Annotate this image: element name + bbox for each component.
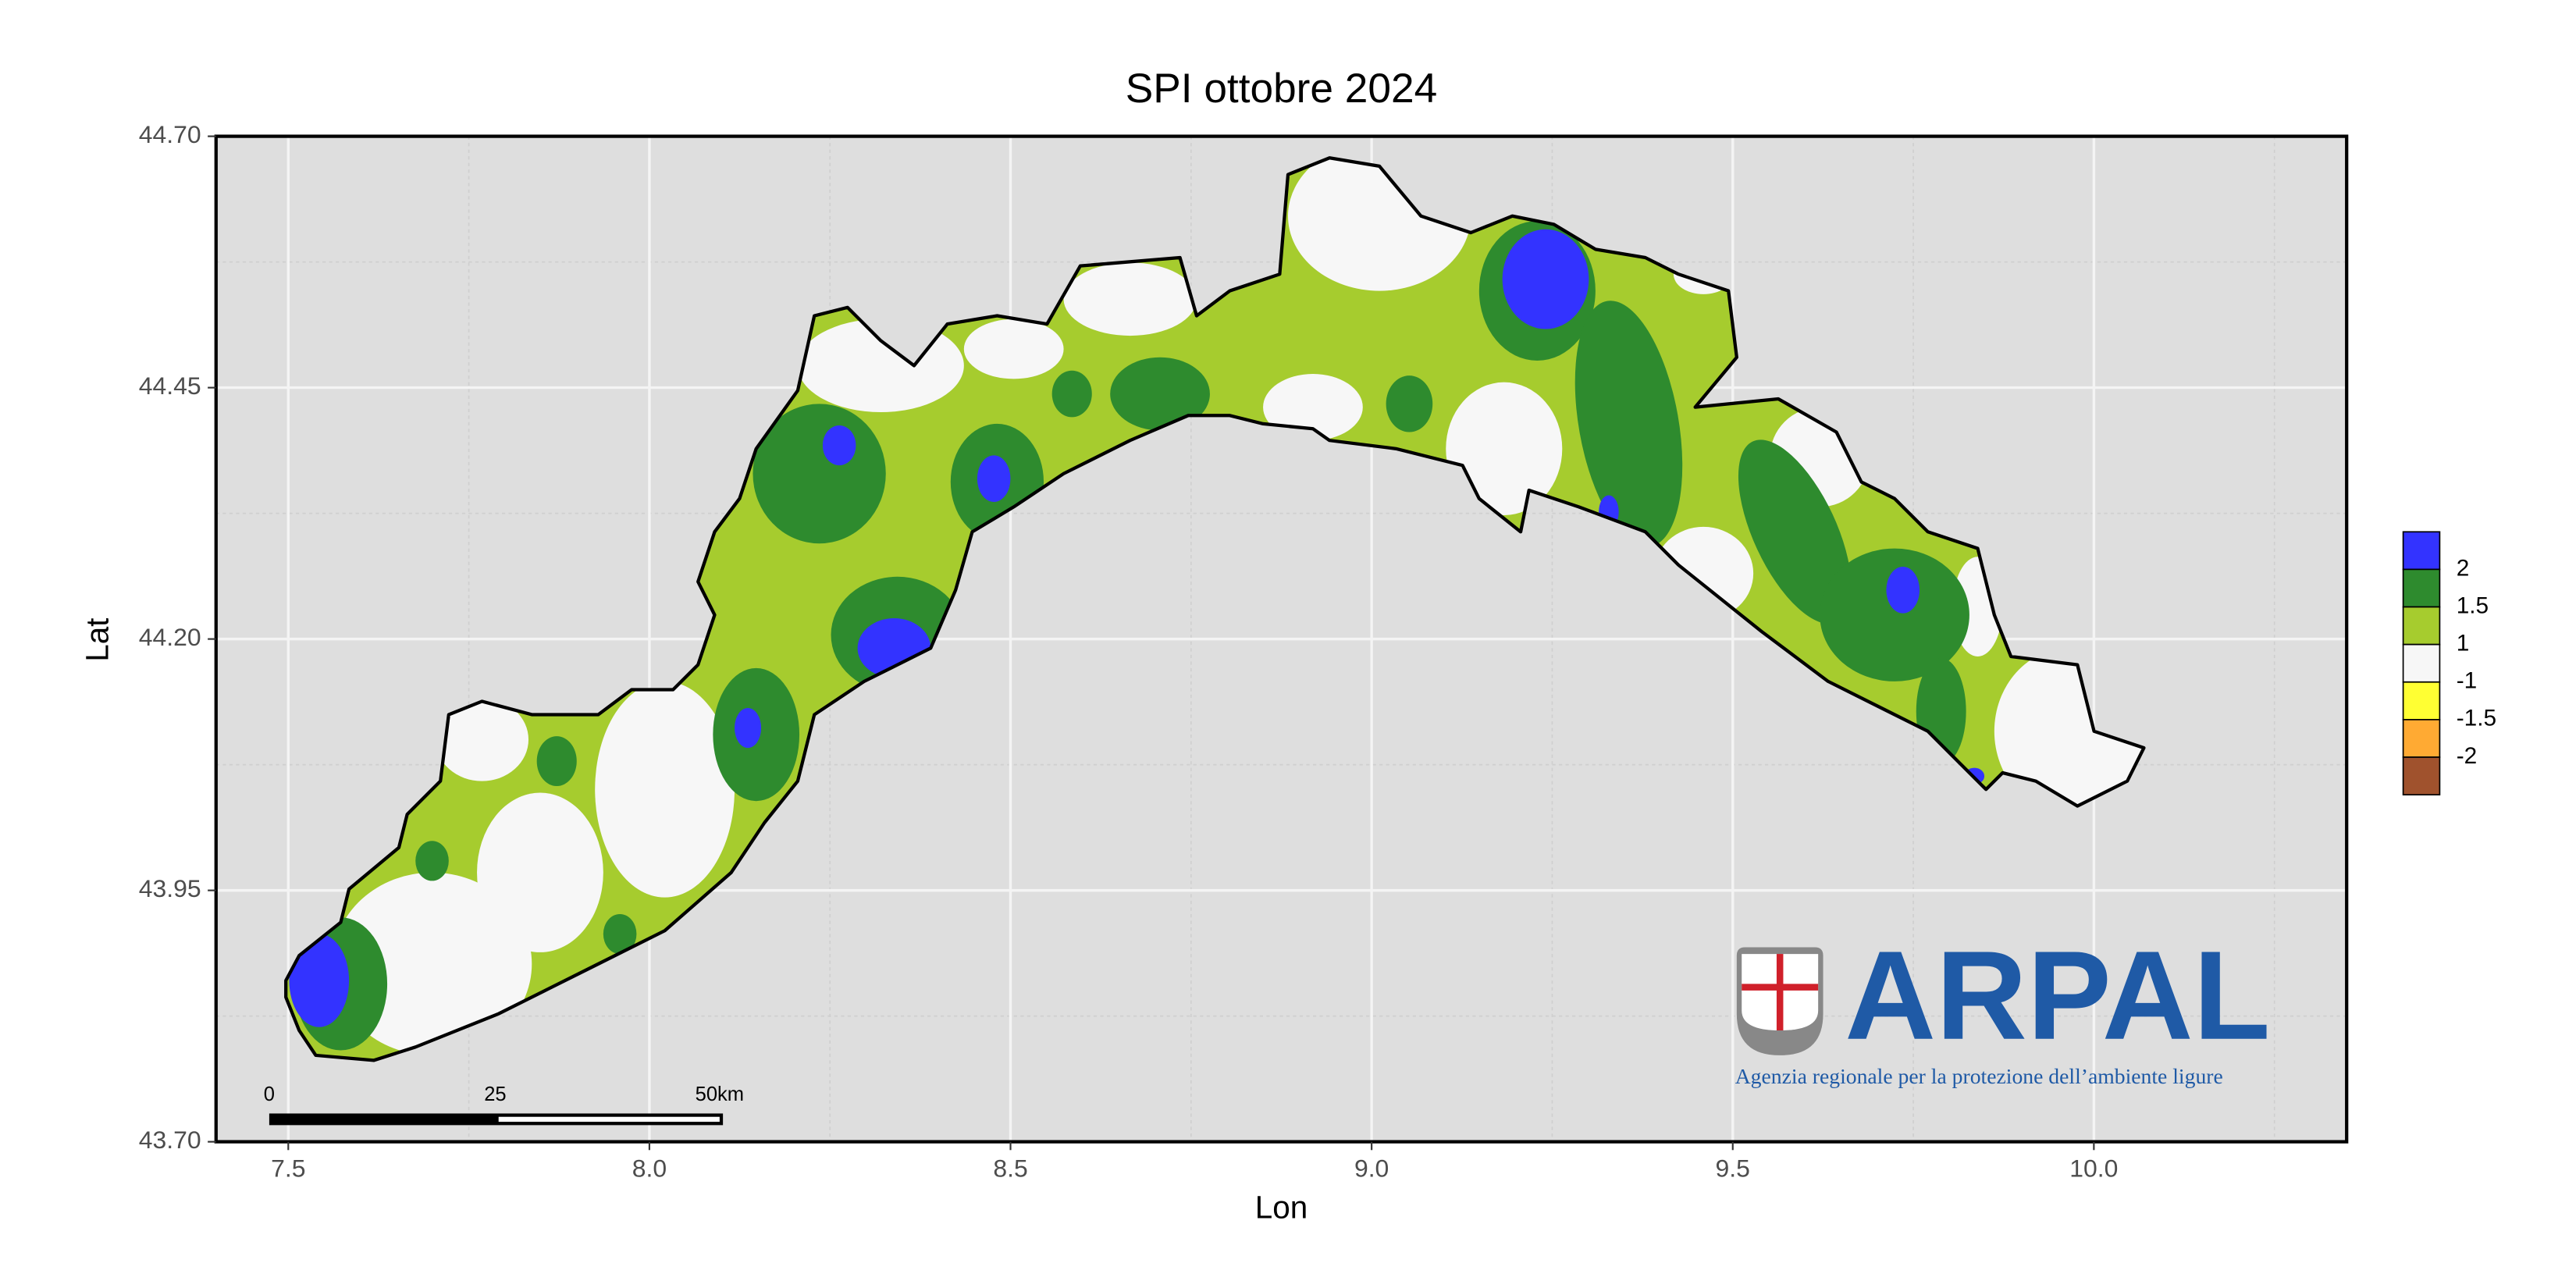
spi-zone [1263, 374, 1363, 441]
x-tick-label: 7.5 [271, 1154, 305, 1182]
logo-subtitle: Agenzia regionale per la protezione dell… [1735, 1064, 2223, 1088]
legend-swatch [2402, 643, 2441, 683]
spi-zone [1886, 567, 1920, 614]
y-tick-label: 43.95 [139, 874, 201, 902]
spi-zone [415, 841, 449, 881]
legend-label: -2 [2457, 743, 2478, 769]
logo: ARPAL Agenzia regionale per la protezion… [1735, 926, 2271, 1088]
y-tick-label: 44.20 [139, 623, 201, 651]
x-tick-label: 8.5 [993, 1154, 1027, 1182]
scale-label: 25 [484, 1083, 506, 1105]
spi-zone [603, 913, 637, 955]
spi-zone [735, 707, 762, 749]
spi-zone [536, 736, 577, 787]
spi-zone [1386, 375, 1433, 432]
spi-zone [477, 792, 603, 952]
spi-zone [1446, 382, 1563, 515]
scale-label: 0 [264, 1083, 275, 1105]
legend-swatch [2402, 606, 2441, 646]
spi-zone [1574, 301, 1683, 547]
spi-zone [977, 455, 1011, 502]
spi-zone [289, 934, 350, 1027]
legend: 2 1.5 1 -1 -1.5 -2 [2402, 531, 2496, 795]
scale-bar [269, 1113, 724, 1126]
spi-zone [435, 698, 529, 781]
chart-title: SPI ottobre 2024 [1126, 66, 1437, 112]
x-tick-label: 9.0 [1354, 1154, 1389, 1182]
y-tick-label: 44.45 [139, 372, 201, 400]
spi-zone [1738, 439, 1852, 624]
spi-zone [1502, 229, 1589, 329]
x-tick-label: 9.5 [1716, 1154, 1750, 1182]
x-tick-label: 10.0 [2069, 1154, 2118, 1182]
spi-zone [963, 318, 1064, 379]
logo-cross [1742, 984, 1819, 991]
legend-swatch [2402, 719, 2441, 758]
spi-zone [1820, 548, 1969, 681]
spi-zone [595, 681, 735, 898]
legend-label: 1.5 [2457, 592, 2489, 618]
x-axis-title: Lon [1255, 1190, 1308, 1226]
legend-swatch [2402, 756, 2441, 795]
legend-swatch [2402, 681, 2441, 720]
scale-label: 50km [696, 1083, 744, 1105]
logo-name: ARPAL [1845, 926, 2270, 1066]
y-axis-title: Lat [79, 618, 115, 662]
scale-bar-segment [498, 1116, 720, 1123]
spi-zone [1063, 262, 1197, 336]
spi-zone [822, 425, 856, 466]
y-tick-label: 44.70 [139, 120, 201, 148]
legend-label: 1 [2457, 631, 2470, 656]
logo-cross [1776, 954, 1784, 1030]
y-tick-label: 43.70 [139, 1126, 201, 1154]
spi-zone [1051, 370, 1092, 418]
legend-swatch [2402, 568, 2441, 608]
legend-label: 2 [2457, 555, 2470, 581]
x-tick-label: 8.0 [632, 1154, 667, 1182]
legend-label: -1 [2457, 668, 2478, 694]
spi-zone [1110, 357, 1210, 431]
legend-label: -1.5 [2457, 706, 2496, 731]
legend-swatch [2402, 531, 2441, 571]
axes: 7.5 8.0 8.5 9.0 9.5 10.0 43.70 43.95 44.20 44.45 4… [139, 120, 2119, 1182]
